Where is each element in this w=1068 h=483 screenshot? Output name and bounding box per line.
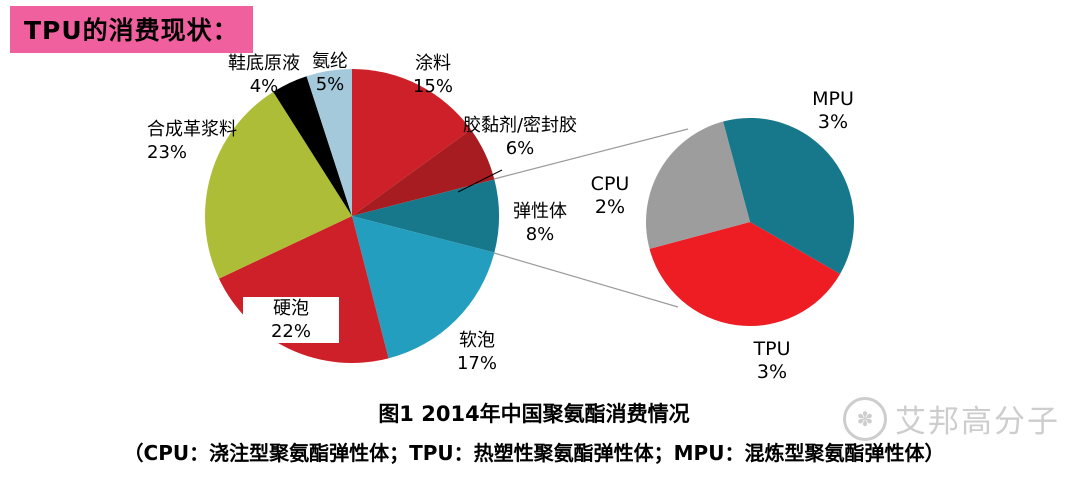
slice-name: 硬泡 bbox=[273, 298, 309, 319]
page-title: TPU的消费现状： bbox=[10, 6, 253, 53]
slice-label-rigid-foam: 硬泡 22% bbox=[243, 297, 339, 343]
slice-label-mpu: MPU 3% bbox=[785, 88, 881, 134]
slice-label-shoe-sole-resin: 鞋底原液 4% bbox=[216, 52, 312, 98]
pie-slice bbox=[352, 129, 495, 216]
slice-name: 合成革浆料 bbox=[147, 119, 237, 140]
slice-percent: 3% bbox=[756, 361, 788, 383]
slice-name: 弹性体 bbox=[513, 201, 567, 222]
slice-label-tpu: TPU 3% bbox=[724, 338, 820, 384]
slice-percent: 2% bbox=[594, 196, 626, 218]
slice-name: MPU bbox=[812, 88, 854, 110]
slice-label-synthetic-leather-slurry: 合成革浆料 23% bbox=[147, 118, 271, 164]
pie-slice bbox=[273, 76, 352, 216]
slice-name: 涂料 bbox=[415, 53, 451, 74]
slice-percent: 3% bbox=[817, 111, 849, 133]
slice-label-spandex: 氨纶 5% bbox=[282, 50, 378, 96]
slice-name: 氨纶 bbox=[312, 51, 348, 72]
slice-label-coatings: 涂料 15% bbox=[385, 52, 481, 98]
slice-label-adhesives-sealants: 胶黏剂/密封胶 6% bbox=[445, 114, 595, 160]
slice-percent: 4% bbox=[249, 76, 279, 97]
elastomer-breakdown-pie-chart bbox=[645, 117, 855, 327]
watermark: ✽ 艾邦高分子 bbox=[843, 396, 1060, 441]
abbreviation-note: （CPU：浇注型聚氨酯弹性体；TPU：热塑性聚氨酯弹性体；MPU：混炼型聚氨酯弹… bbox=[123, 441, 945, 465]
pie-slice bbox=[352, 216, 495, 359]
slice-label-elastomer: 弹性体 8% bbox=[492, 200, 588, 246]
pie-slice bbox=[204, 91, 352, 279]
slice-name: 胶黏剂/密封胶 bbox=[462, 115, 578, 136]
slice-percent: 15% bbox=[412, 76, 453, 97]
slice-name: 软泡 bbox=[459, 330, 495, 351]
pie-slice bbox=[649, 222, 841, 327]
slice-percent: 8% bbox=[525, 224, 555, 245]
pie-slice bbox=[352, 179, 499, 253]
slice-percent: 17% bbox=[456, 353, 497, 374]
slice-label-cpu: CPU 2% bbox=[562, 173, 658, 219]
slice-percent: 23% bbox=[147, 142, 188, 163]
pie-slice bbox=[723, 117, 855, 274]
figure-title: 图1 2014年中国聚氨酯消费情况 bbox=[378, 402, 690, 426]
slice-name: TPU bbox=[753, 338, 791, 360]
aibang-logo-icon: ✽ bbox=[843, 396, 887, 441]
slice-name: CPU bbox=[590, 173, 630, 195]
slice-label-soft-foam: 软泡 17% bbox=[429, 329, 525, 375]
pie-slice bbox=[306, 69, 352, 216]
slice-name: 鞋底原液 bbox=[228, 53, 300, 74]
figure-caption: 图1 2014年中国聚氨酯消费情况 （CPU：浇注型聚氨酯弹性体；TPU：热塑性… bbox=[0, 398, 1068, 466]
slice-percent: 5% bbox=[315, 74, 345, 95]
pie-slice bbox=[352, 69, 471, 216]
slice-percent: 6% bbox=[505, 138, 535, 159]
slice-percent: 22% bbox=[270, 321, 311, 342]
watermark-text: 艾邦高分子 bbox=[895, 404, 1060, 440]
